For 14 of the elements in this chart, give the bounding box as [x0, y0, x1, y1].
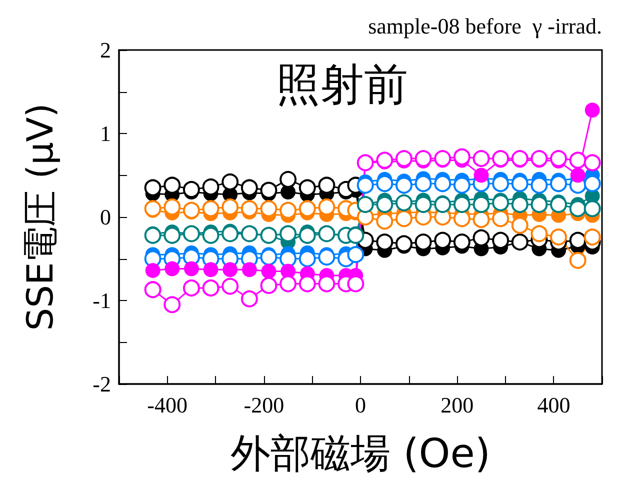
x-axis-title: 外部磁場 (Oe) [230, 431, 491, 477]
chart-title: sample-08 before γ -irrad. [368, 14, 602, 38]
y-tick-label: -1 [92, 288, 111, 313]
x-tick-label: -200 [244, 392, 284, 418]
x-tick-label: 0 [355, 392, 366, 418]
y-tick-label: 0 [100, 204, 111, 230]
x-tick-label: -400 [147, 392, 188, 418]
y-axis-title: SSE電圧 (μV) [20, 103, 62, 331]
x-tick-label: 400 [537, 392, 570, 418]
y-tick-label: 2 [100, 38, 111, 62]
annotation: 照射前 [276, 60, 408, 110]
x-tick-label: 200 [440, 392, 474, 418]
y-tick-label: -2 [92, 372, 111, 396]
y-tick-label: 1 [100, 121, 111, 146]
